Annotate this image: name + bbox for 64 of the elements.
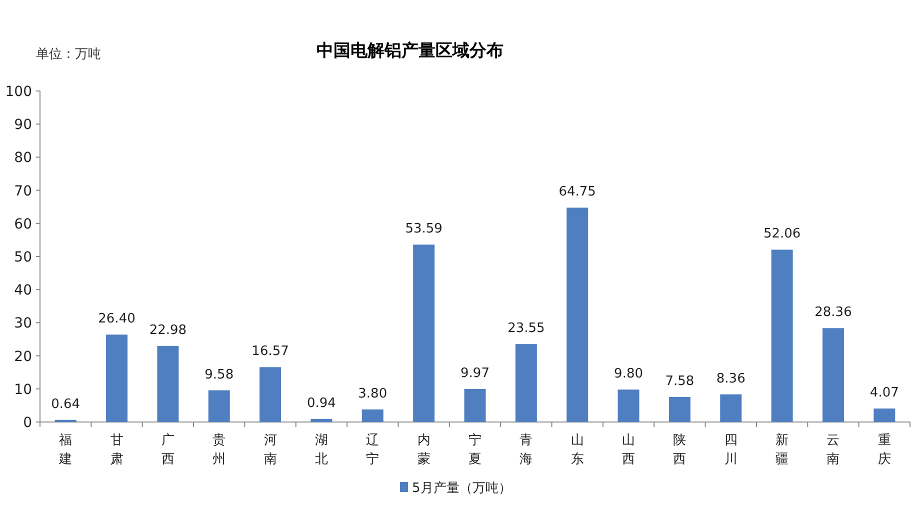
y-tick-label: 70 [14, 183, 32, 200]
data-label: 52.06 [763, 226, 801, 242]
bar [157, 346, 179, 422]
data-label: 28.36 [814, 305, 852, 320]
data-label: 3.80 [358, 386, 388, 402]
data-label: 7.58 [665, 374, 694, 389]
bar [720, 394, 742, 422]
x-tick-label: 辽宁 [366, 433, 380, 467]
bar [771, 250, 793, 422]
y-tick-label: 0 [23, 415, 32, 431]
x-tick-label: 山东 [570, 433, 584, 467]
bar [106, 334, 128, 422]
data-label: 8.36 [716, 371, 746, 386]
bar [208, 390, 230, 422]
data-label: 4.07 [870, 386, 899, 401]
data-label: 26.40 [98, 312, 136, 327]
y-tick-label: 30 [14, 316, 32, 332]
y-tick-label: 100 [5, 84, 32, 100]
x-tick-label: 云南 [826, 433, 840, 467]
x-tick-label: 青海 [520, 433, 533, 467]
x-tick-label: 贵州 [212, 433, 226, 467]
data-label: 16.57 [252, 344, 289, 360]
bar [464, 389, 486, 422]
x-tick-label: 四川 [724, 433, 738, 467]
data-label: 22.98 [149, 322, 187, 338]
bar [362, 409, 384, 422]
x-tick-label: 广西 [161, 433, 174, 467]
data-label: 0.94 [306, 396, 336, 411]
x-tick-label: 湖北 [314, 433, 328, 467]
text: 单位：万吨 [36, 47, 101, 62]
data-label: 64.75 [558, 184, 596, 200]
x-tick-label: 河南 [264, 433, 277, 467]
y-tick-label: 60 [14, 216, 32, 232]
data-label: 0.64 [51, 396, 80, 412]
bar [618, 390, 640, 422]
x-tick-label: 内蒙 [417, 433, 430, 467]
bar [822, 328, 844, 422]
bar [566, 208, 588, 422]
x-tick-label: 新疆 [776, 433, 789, 467]
x-tick-label: 山西 [622, 433, 636, 467]
y-tick-label: 10 [14, 382, 32, 398]
bar [874, 408, 896, 422]
bar [260, 367, 282, 422]
x-tick-label: 甘肃 [110, 433, 124, 467]
data-label: 9.97 [460, 366, 490, 381]
y-tick-label: 90 [14, 117, 32, 134]
y-tick-label: 20 [14, 348, 32, 365]
y-tick-label: 40 [14, 282, 32, 299]
bar [515, 344, 537, 422]
legend-label: 5月产量（万吨） [412, 481, 512, 496]
x-tick-label: 宁夏 [468, 432, 482, 467]
data-label: 9.80 [614, 366, 644, 382]
bar [413, 244, 435, 422]
bar [310, 418, 332, 422]
data-label: 9.58 [204, 367, 234, 382]
data-label: 23.55 [508, 321, 545, 336]
x-tick-label: 重庆 [878, 433, 891, 467]
y-tick-label: 50 [14, 250, 32, 266]
chart-title: 中国电解铝产量区域分布 [316, 41, 504, 61]
x-tick-label: 陕西 [673, 433, 686, 467]
y-tick-label: 80 [14, 150, 32, 166]
data-label: 53.59 [405, 222, 442, 237]
x-tick-label: 福建 [58, 433, 72, 467]
bar [668, 396, 690, 422]
